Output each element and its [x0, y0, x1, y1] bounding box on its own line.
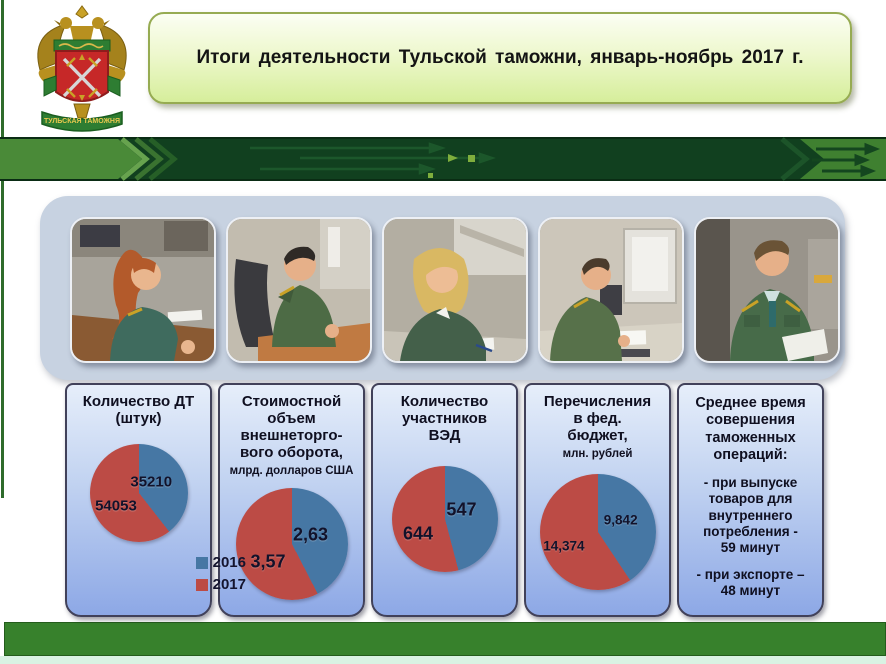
- officer-photo-5-illustration: [696, 219, 838, 361]
- value-2016-transfers: 9,842: [603, 512, 638, 528]
- card-trade-turnover-units: млрд. долларов США: [229, 464, 354, 477]
- value-2016-declarations: 35210: [130, 473, 173, 491]
- photo-strip: [70, 217, 840, 363]
- officer-photo-4-illustration: [540, 219, 682, 361]
- card-budget-transfers-title: Перечисления в фед. бюджет,: [543, 393, 652, 444]
- photo-officer-5: [694, 217, 840, 363]
- legend-item-2016: 2016: [195, 554, 246, 571]
- card-budget-transfers: Перечисления в фед. бюджет, млн. рублей …: [524, 383, 671, 617]
- card-trade-turnover-title: Стоимостной объем внешнеторго- вого обор…: [240, 393, 343, 461]
- photo-officer-2: [226, 217, 372, 363]
- value-2017-declarations: 54053: [95, 497, 137, 515]
- banner-arrows-graphic: [0, 137, 886, 181]
- card-budget-transfers-units: млн. рублей: [562, 447, 633, 460]
- legend-label-2016: 2016: [212, 554, 246, 571]
- photos-panel: [40, 196, 845, 380]
- logo-ribbon-text: ТУЛЬСКАЯ ТАМОЖНЯ: [44, 118, 120, 125]
- card-fea-participants: Количество участников ВЭД 547 644: [371, 383, 518, 617]
- legend-item-2017: 2017: [195, 576, 246, 593]
- left-edge-accent: [1, 0, 4, 498]
- average-time-domestic-release: - при выпуске товаров для внутреннего по…: [703, 474, 798, 556]
- card-average-time-body: Среднее время совершения таможенных опер…: [679, 385, 822, 600]
- photo-officer-3: [382, 217, 528, 363]
- value-2017-participants: 644: [402, 523, 434, 544]
- card-trade-turnover: Стоимостной объем внешнеторго- вого обор…: [218, 383, 365, 617]
- value-2017-turnover: 3,57: [250, 551, 286, 572]
- slide-title: Итоги деятельности Тульской таможни, янв…: [196, 47, 804, 68]
- card-fea-participants-title: Количество участников ВЭД: [400, 393, 489, 444]
- officer-photo-2-illustration: [228, 219, 370, 361]
- coat-of-arms-icon: ТУЛЬСКАЯ ТАМОЖНЯ: [37, 5, 127, 132]
- tula-customs-emblem: ТУЛЬСКАЯ ТАМОЖНЯ: [26, 4, 138, 134]
- chart-legend: 2016 2017: [195, 554, 246, 593]
- bottom-green-bar: [4, 622, 886, 656]
- bottom-mint-strip: [0, 656, 886, 664]
- slide-title-box: Итоги деятельности Тульской таможни, янв…: [148, 12, 852, 104]
- legend-swatch-2017: [195, 578, 208, 591]
- pie-declarations: 35210 54053: [89, 443, 188, 542]
- card-average-time: Среднее время совершения таможенных опер…: [677, 383, 824, 617]
- pie-budget-transfers: 9,842 14,374: [539, 473, 656, 590]
- pie-fea-participants: 547 644: [391, 465, 498, 572]
- photo-officer-1: [70, 217, 216, 363]
- officer-photo-3-illustration: [384, 219, 526, 361]
- photo-officer-4: [538, 217, 684, 363]
- decorative-banner: [0, 137, 886, 181]
- card-declarations-title: Количество ДТ (штук): [82, 393, 195, 427]
- pie-trade-turnover: 2,63 3,57: [235, 487, 348, 600]
- officer-photo-1-illustration: [72, 219, 214, 361]
- metric-cards-row: Количество ДТ (штук) 35210 54053 2016 20…: [65, 383, 824, 617]
- legend-label-2017: 2017: [212, 576, 246, 593]
- value-2016-participants: 547: [446, 499, 477, 520]
- value-2016-turnover: 2,63: [293, 524, 329, 545]
- card-declarations: Количество ДТ (штук) 35210 54053 2016 20…: [65, 383, 246, 617]
- legend-swatch-2016: [195, 556, 208, 569]
- value-2017-transfers: 14,374: [543, 538, 585, 554]
- average-time-export: - при экспорте – 48 минут: [696, 566, 805, 599]
- card-average-time-title: Среднее время совершения таможенных опер…: [695, 395, 806, 464]
